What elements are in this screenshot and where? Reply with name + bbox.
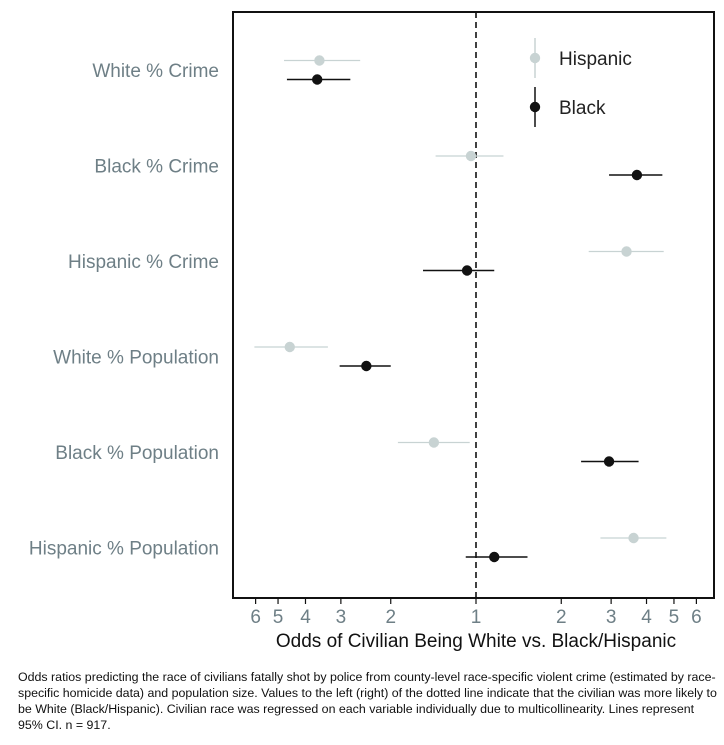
x-tick-label: 4: [300, 607, 311, 628]
black-point: [461, 265, 473, 276]
x-axis-label: Odds of Civilian Being White vs. Black/H…: [276, 631, 676, 652]
y-tick-label: White % Population: [53, 348, 219, 369]
black-point: [489, 551, 500, 563]
x-tick-label: 4: [641, 607, 652, 628]
hispanic-legend-marker: [529, 52, 541, 64]
x-tick-label: 5: [273, 607, 284, 628]
figure-caption: Odds ratios predicting the race of civil…: [18, 670, 717, 732]
x-tick-label: 2: [556, 607, 567, 628]
hispanic-point: [428, 437, 440, 448]
hispanic-legend-label: Hispanic: [559, 49, 632, 70]
x-tick-label: 3: [336, 607, 347, 628]
forest-plot: White % Crime Black % Crime Hispanic % Cri…: [29, 11, 715, 652]
black-legend-marker: [529, 101, 541, 113]
black-point: [631, 169, 643, 181]
black-point: [603, 456, 615, 467]
hispanic-point: [314, 55, 325, 66]
y-tick-label: White % Crime: [92, 61, 219, 82]
y-tick-label: Hispanic % Crime: [68, 252, 219, 273]
hispanic-point: [465, 150, 477, 162]
y-axis-labels: White % Crime Black % Crime Hispanic % Cri…: [29, 61, 219, 560]
x-tick-label: 3: [606, 607, 617, 628]
x-tick-label: 5: [669, 607, 680, 628]
hispanic-point: [621, 246, 632, 257]
x-tick-label: 6: [691, 607, 702, 628]
y-tick-label: Black % Population: [55, 443, 219, 464]
plot-frame: [232, 11, 715, 599]
plot-marks: [254, 12, 667, 598]
x-tick-label: 1: [471, 607, 482, 628]
x-tick-label: 6: [250, 607, 261, 628]
hispanic-point: [628, 532, 639, 544]
black-point: [312, 74, 323, 85]
y-tick-label: Black % Crime: [94, 157, 219, 178]
y-tick-label: Hispanic % Population: [29, 539, 219, 560]
legend: Hispanic Black: [529, 38, 632, 127]
black-legend-label: Black: [559, 98, 606, 119]
black-point: [361, 360, 372, 372]
x-tick-label: 2: [385, 607, 396, 628]
hispanic-point: [284, 341, 295, 353]
